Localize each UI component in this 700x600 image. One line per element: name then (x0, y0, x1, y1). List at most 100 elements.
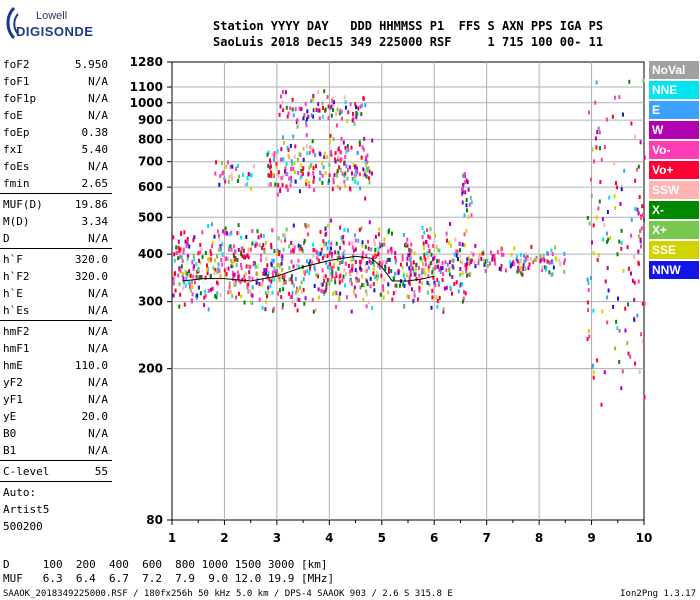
echo-point (394, 251, 397, 255)
echo-point (464, 190, 467, 195)
echo-point (238, 174, 241, 179)
echo-point (432, 243, 435, 248)
echo-point (551, 252, 554, 256)
echo-point (305, 133, 308, 138)
echo-point (263, 250, 266, 254)
echo-point (251, 300, 254, 305)
echo-point (181, 271, 184, 276)
echo-point (318, 108, 321, 113)
echo-point (172, 235, 175, 240)
parameter-name: h`F2 (3, 270, 30, 283)
echo-point (372, 238, 375, 243)
echo-point (291, 97, 294, 102)
echo-point (223, 257, 226, 262)
echo-point (342, 251, 345, 256)
echo-point (433, 255, 436, 260)
echo-point (266, 294, 268, 299)
echo-point (332, 180, 335, 185)
echo-point (430, 252, 433, 257)
echo-point (309, 259, 312, 264)
echo-point (590, 177, 592, 182)
echo-point (406, 273, 408, 278)
echo-point (335, 304, 337, 309)
echo-point (304, 296, 307, 301)
echo-point (597, 126, 600, 131)
echo-point (469, 271, 472, 276)
echo-point (392, 276, 395, 281)
echo-point (453, 282, 456, 286)
echo-point (207, 257, 210, 262)
echo-point (402, 233, 405, 237)
echo-point (271, 258, 274, 263)
echo-point (235, 166, 238, 171)
echo-point (223, 176, 226, 181)
echo-point (320, 282, 323, 287)
echo-point (272, 259, 275, 264)
parameter-row: hmF2 N/A (0, 323, 112, 340)
echo-point (322, 105, 324, 110)
echo-point (297, 288, 299, 293)
parameter-row: yE 20.0 (0, 408, 112, 425)
echo-point (315, 272, 318, 277)
echo-point (596, 358, 599, 363)
echo-point (211, 222, 213, 227)
echo-point (271, 277, 273, 282)
echo-point (312, 93, 315, 98)
echo-point (427, 234, 430, 239)
echo-point (595, 145, 598, 150)
echo-point (408, 266, 411, 271)
echo-point (376, 277, 379, 281)
echo-point (232, 274, 235, 278)
echo-point (308, 266, 311, 271)
echo-point (522, 267, 525, 271)
echo-point (306, 259, 309, 264)
echo-point (479, 252, 482, 257)
echo-point (613, 95, 616, 100)
parameter-value: 2.65 (81, 177, 109, 190)
echo-point (461, 260, 464, 265)
echo-point (303, 113, 306, 118)
echo-point (332, 291, 334, 296)
echo-point (335, 241, 338, 246)
echo-point (588, 110, 590, 115)
echo-point (307, 223, 310, 228)
echo-point (256, 229, 259, 234)
echo-point (214, 258, 216, 263)
echo-point (285, 162, 288, 166)
echo-point (322, 274, 325, 279)
echo-point (616, 185, 619, 190)
echo-point (328, 251, 331, 256)
x-tick-label: 8 (535, 531, 543, 545)
legend-item-w: W (649, 121, 699, 139)
echo-point (198, 275, 201, 280)
echo-point (439, 266, 442, 271)
echo-point (420, 275, 423, 280)
echo-point (328, 173, 331, 178)
echo-point (276, 269, 278, 274)
echo-point (406, 294, 409, 299)
echo-point (493, 257, 496, 262)
echo-point (592, 375, 595, 380)
echo-point (276, 192, 279, 197)
echo-point (188, 280, 190, 285)
echo-point (459, 242, 462, 247)
echo-point (273, 277, 276, 282)
parameter-row: yF2 N/A (0, 374, 112, 391)
echo-point (463, 172, 466, 176)
echo-point (620, 246, 623, 251)
echo-point (278, 252, 280, 257)
echo-point (371, 305, 374, 310)
parameter-row: fmin 2.65 (0, 175, 112, 192)
echo-point (438, 248, 441, 253)
parameter-name: yF1 (3, 393, 23, 406)
echo-point (477, 261, 480, 266)
echo-point (392, 291, 395, 296)
echo-point (274, 271, 277, 276)
echo-point (627, 302, 630, 307)
echo-point (441, 261, 444, 265)
echo-point (338, 111, 341, 116)
echo-point (248, 275, 251, 280)
echo-point (321, 256, 324, 261)
echo-point (249, 247, 252, 252)
echo-point (539, 254, 542, 259)
